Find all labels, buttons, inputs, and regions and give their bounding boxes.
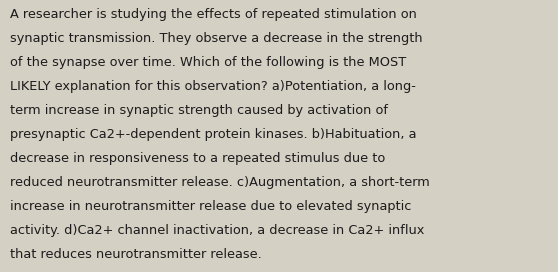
Text: reduced neurotransmitter release. c)Augmentation, a short-term: reduced neurotransmitter release. c)Augm… <box>10 176 430 189</box>
Text: LIKELY explanation for this observation? a)Potentiation, a long-: LIKELY explanation for this observation?… <box>10 80 416 93</box>
Text: term increase in synaptic strength caused by activation of: term increase in synaptic strength cause… <box>10 104 388 117</box>
Text: presynaptic Ca2+-dependent protein kinases. b)Habituation, a: presynaptic Ca2+-dependent protein kinas… <box>10 128 416 141</box>
Text: increase in neurotransmitter release due to elevated synaptic: increase in neurotransmitter release due… <box>10 200 411 213</box>
Text: activity. d)Ca2+ channel inactivation, a decrease in Ca2+ influx: activity. d)Ca2+ channel inactivation, a… <box>10 224 425 237</box>
Text: A researcher is studying the effects of repeated stimulation on: A researcher is studying the effects of … <box>10 8 417 21</box>
Text: of the synapse over time. Which of the following is the MOST: of the synapse over time. Which of the f… <box>10 56 406 69</box>
Text: synaptic transmission. They observe a decrease in the strength: synaptic transmission. They observe a de… <box>10 32 422 45</box>
Text: decrease in responsiveness to a repeated stimulus due to: decrease in responsiveness to a repeated… <box>10 152 385 165</box>
Text: that reduces neurotransmitter release.: that reduces neurotransmitter release. <box>10 248 262 261</box>
